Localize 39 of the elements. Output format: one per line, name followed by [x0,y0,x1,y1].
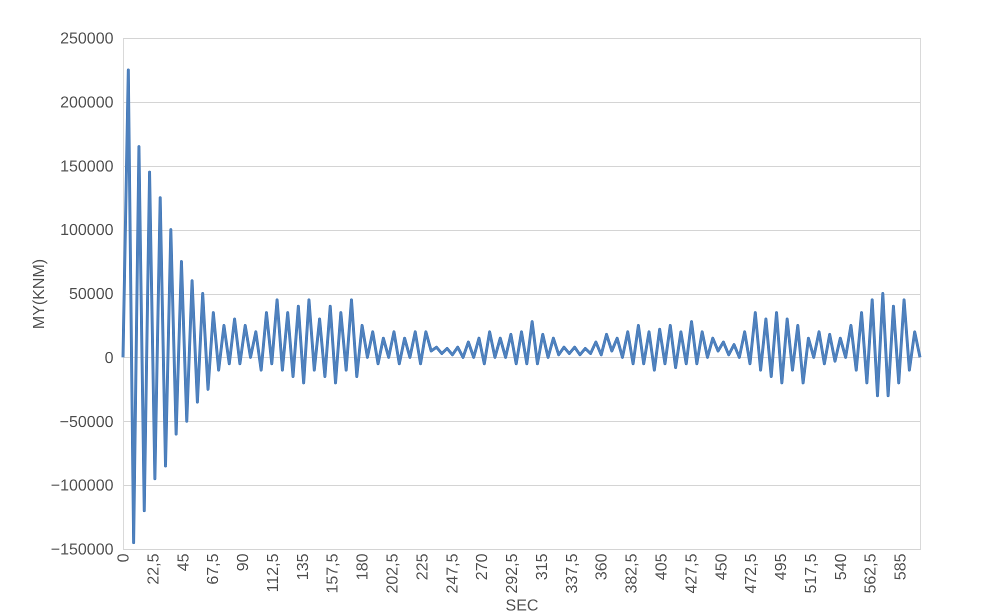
x-tick-label: 337,5 [564,553,581,594]
x-tick-label: 90 [235,553,252,572]
x-tick-label: 157,5 [324,553,342,594]
x-tick-label: 427,5 [683,553,700,594]
x-tick-label: 292,5 [504,553,522,594]
x-tick-label: 225 [414,553,432,580]
x-tick-label: 540 [832,553,850,580]
y-tick-label: 200000 [60,94,114,112]
x-tick-label: 562,5 [862,553,880,594]
y-tick-label: 0 [104,350,114,367]
x-tick-label: 112,5 [264,553,282,592]
x-tick-label: 315 [534,553,551,580]
y-tick-label: −100000 [50,478,114,495]
y-tick-label: 100000 [60,222,114,240]
x-tick-label: 495 [773,553,790,580]
x-tick-label: 135 [294,553,312,580]
x-tick-label: 405 [653,553,670,580]
y-tick-label: 50000 [69,286,114,303]
y-tick-label: −50000 [60,414,114,431]
x-axis-title: SEC [506,598,538,615]
x-tick-label: 450 [713,553,730,580]
x-tick-label: 382,5 [624,553,641,594]
x-tick-label: 360 [594,553,611,580]
x-tick-label: 67,5 [205,553,222,585]
y-axis-title: MY(KNM) [30,258,48,330]
x-tick-label: 0 [116,553,132,562]
x-tick-label: 270 [474,553,492,580]
y-tick-label: 150000 [60,158,114,176]
y-tick-label: 250000 [60,30,114,48]
x-tick-label: 517,5 [802,553,820,594]
x-tick-label: 180 [354,553,372,580]
x-tick-label: 22,5 [145,553,162,585]
y-tick-label: −150000 [50,542,114,558]
x-tick-label: 45 [175,553,192,572]
x-tick-label: 202,5 [384,553,402,594]
x-tick-label: 585 [892,553,910,580]
x-tick-label: 472,5 [743,553,760,594]
x-tick-label: 247,5 [444,553,462,594]
line-series [122,68,922,544]
